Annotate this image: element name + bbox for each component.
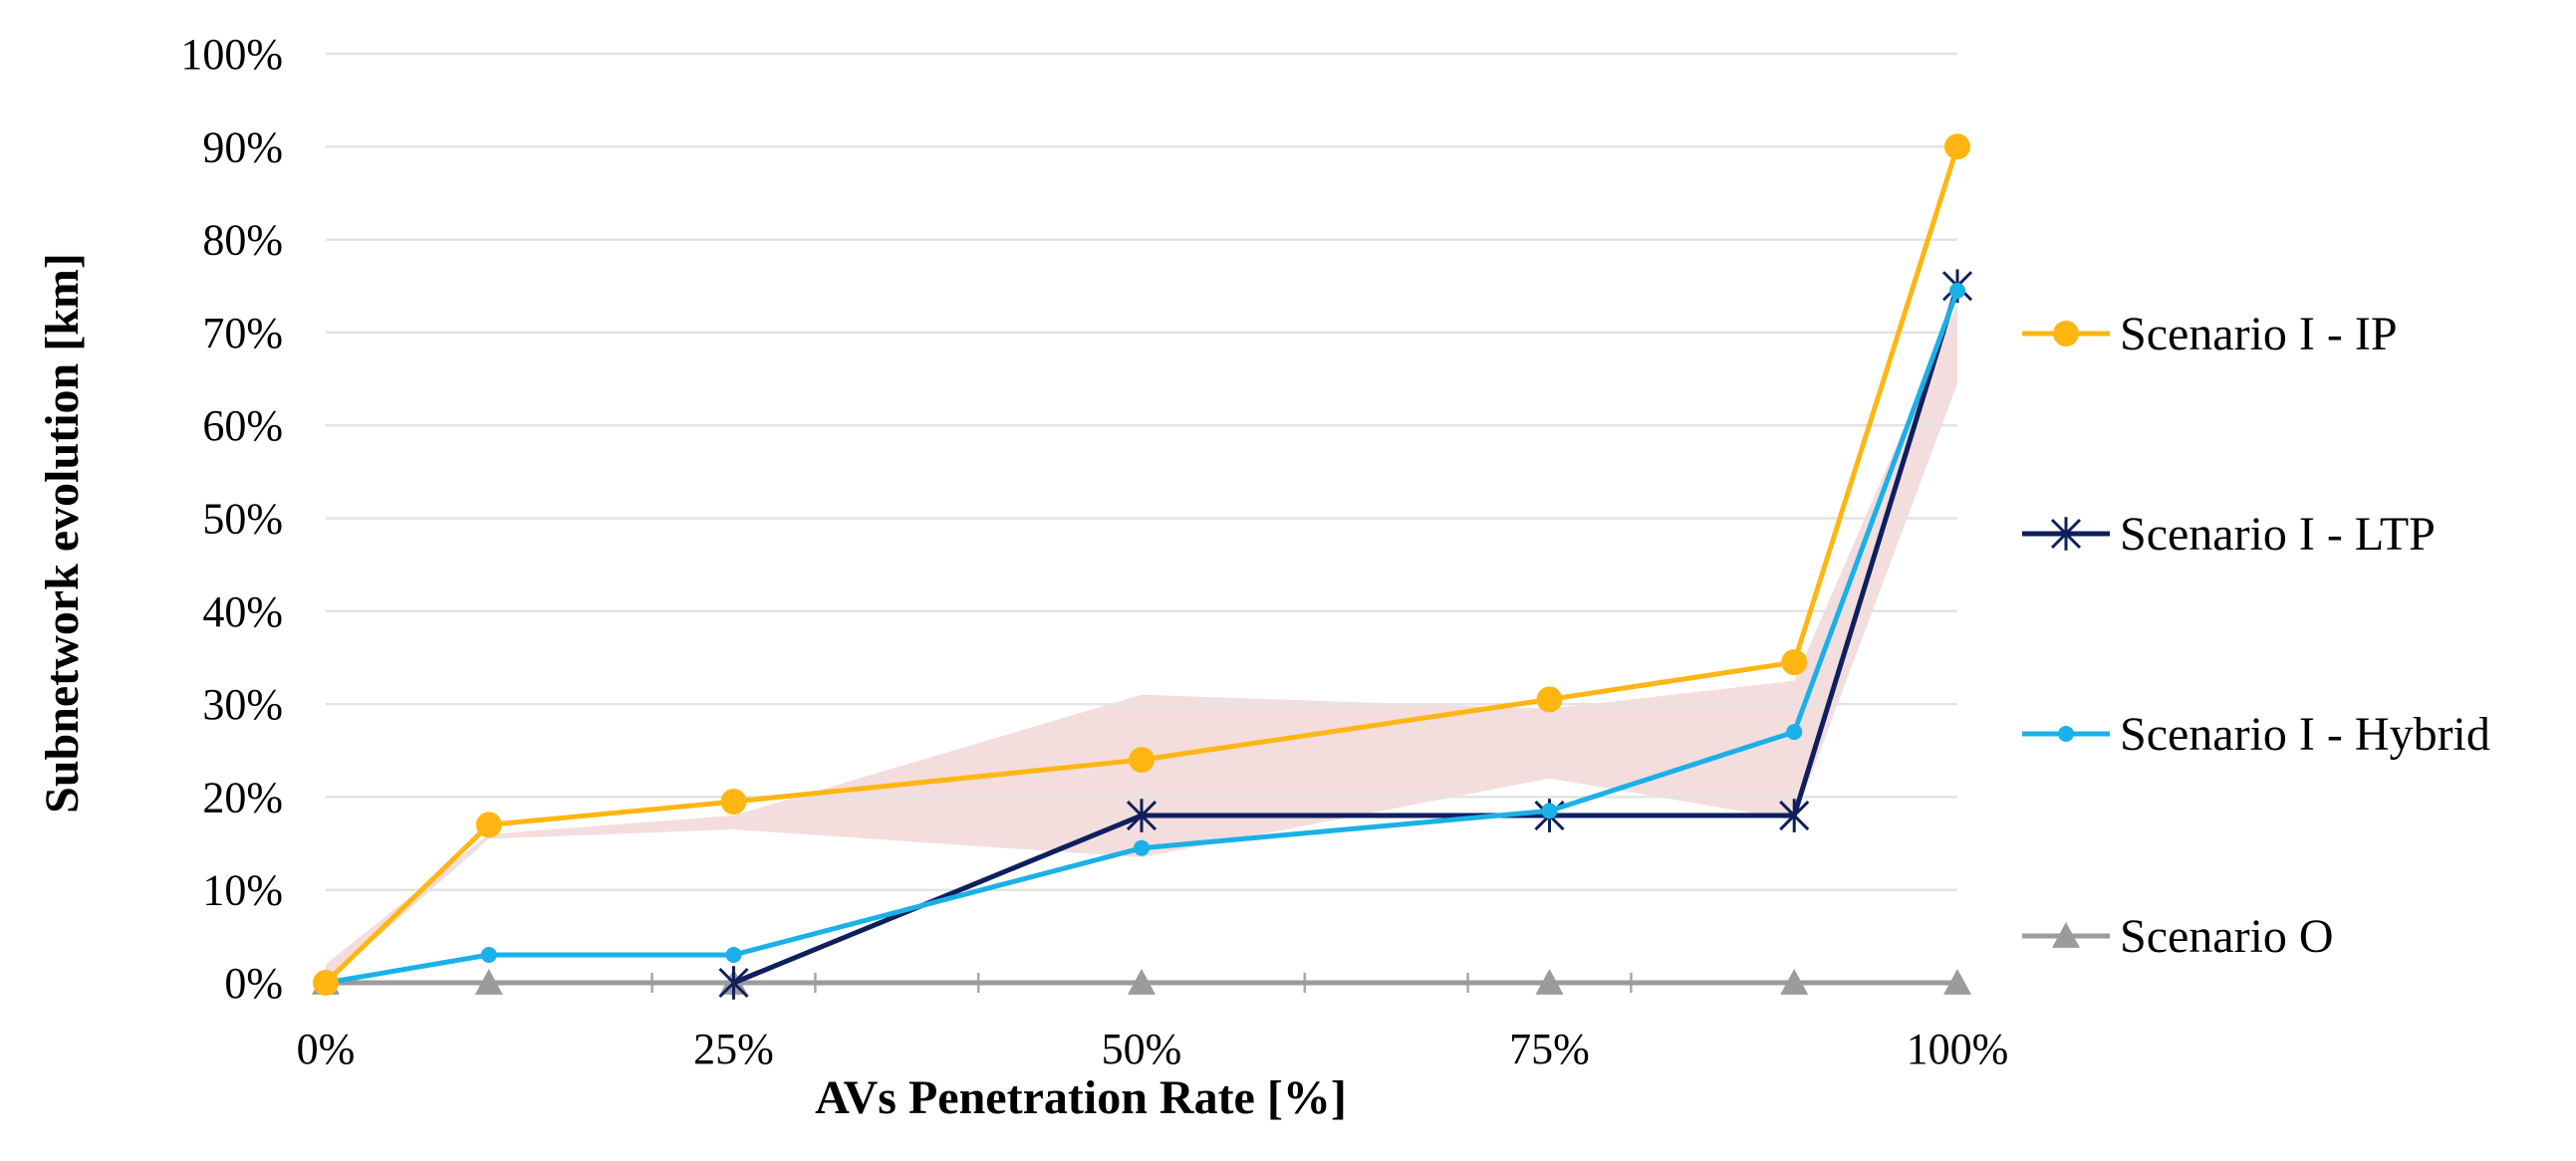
data-point bbox=[1944, 133, 1970, 160]
legend-label: Scenario I - IP bbox=[2120, 308, 2398, 360]
y-tick-label: 80% bbox=[202, 216, 283, 265]
legend-item: Scenario I - IP bbox=[2022, 308, 2398, 360]
data-point bbox=[1949, 282, 1965, 299]
y-tick-label: 0% bbox=[224, 959, 283, 1008]
y-tick-label: 100% bbox=[180, 30, 283, 79]
data-point bbox=[1134, 839, 1150, 856]
data-point bbox=[1541, 803, 1558, 819]
x-axis-title: AVs Penetration Rate [%] bbox=[815, 1071, 1347, 1124]
data-point bbox=[1780, 969, 1809, 995]
data-point bbox=[720, 789, 747, 815]
data-point bbox=[2058, 726, 2074, 742]
y-axis-title: Subnetwork evolution [km] bbox=[36, 253, 89, 813]
gridlines bbox=[326, 52, 1957, 891]
data-point bbox=[725, 947, 742, 964]
data-point bbox=[1535, 969, 1564, 995]
legend-label: Scenario O bbox=[2120, 910, 2334, 963]
x-tick-label: 75% bbox=[1509, 1025, 1590, 1073]
data-point bbox=[1943, 969, 1971, 995]
legend-item: Scenario I - Hybrid bbox=[2022, 708, 2490, 761]
x-tick-label: 50% bbox=[1102, 1025, 1182, 1073]
data-point bbox=[2053, 321, 2079, 347]
data-point bbox=[480, 947, 497, 964]
y-tick-label: 60% bbox=[202, 401, 283, 450]
data-point bbox=[1128, 969, 1156, 995]
data-point bbox=[1536, 686, 1563, 713]
shaded-band-layer bbox=[326, 304, 1957, 983]
data-point bbox=[2050, 517, 2082, 551]
series-layer bbox=[312, 133, 1973, 1000]
data-point bbox=[718, 966, 749, 1000]
data-point bbox=[474, 969, 503, 995]
legend-label: Scenario I - Hybrid bbox=[2120, 708, 2490, 761]
x-tick-label: 0% bbox=[297, 1025, 356, 1073]
series-line bbox=[324, 145, 1960, 985]
data-point bbox=[1781, 649, 1808, 676]
y-tick-label: 10% bbox=[202, 866, 283, 915]
legend-item: Scenario O bbox=[2022, 910, 2334, 963]
data-point bbox=[1786, 724, 1803, 741]
shaded-band bbox=[326, 304, 1957, 983]
y-axis-tick-labels: 0% 10% 20% 30% 40% 50% 60% 70% 80% 90% 100% bbox=[180, 30, 283, 1008]
y-tick-label: 20% bbox=[202, 773, 283, 821]
series-scenario-i-ip bbox=[313, 133, 1970, 996]
series-line bbox=[732, 285, 1960, 986]
y-tick-label: 40% bbox=[202, 587, 283, 636]
series-line bbox=[325, 290, 1960, 986]
data-point bbox=[1126, 799, 1158, 832]
y-tick-label: 90% bbox=[202, 122, 283, 171]
y-tick-label: 50% bbox=[202, 495, 283, 544]
y-tick-label: 30% bbox=[202, 680, 283, 729]
x-axis-tick-labels: 0% 25% 50% 75% 100% bbox=[297, 1025, 2009, 1073]
data-point bbox=[1129, 747, 1155, 774]
legend-label: Scenario I - LTP bbox=[2120, 508, 2436, 561]
legend-item: Scenario I - LTP bbox=[2022, 508, 2436, 561]
series-scenario-i-hybrid bbox=[318, 282, 1965, 991]
data-point bbox=[2052, 922, 2080, 948]
data-point bbox=[475, 812, 502, 838]
legend: Scenario I - IP Scenario I - LTP Scenario … bbox=[2022, 308, 2490, 963]
series-scenario-o bbox=[312, 969, 1971, 995]
data-point bbox=[313, 970, 339, 996]
data-point bbox=[1779, 799, 1810, 832]
x-tick-label: 25% bbox=[693, 1025, 774, 1073]
y-tick-label: 70% bbox=[202, 309, 283, 357]
x-tick-label: 100% bbox=[1907, 1025, 2009, 1073]
